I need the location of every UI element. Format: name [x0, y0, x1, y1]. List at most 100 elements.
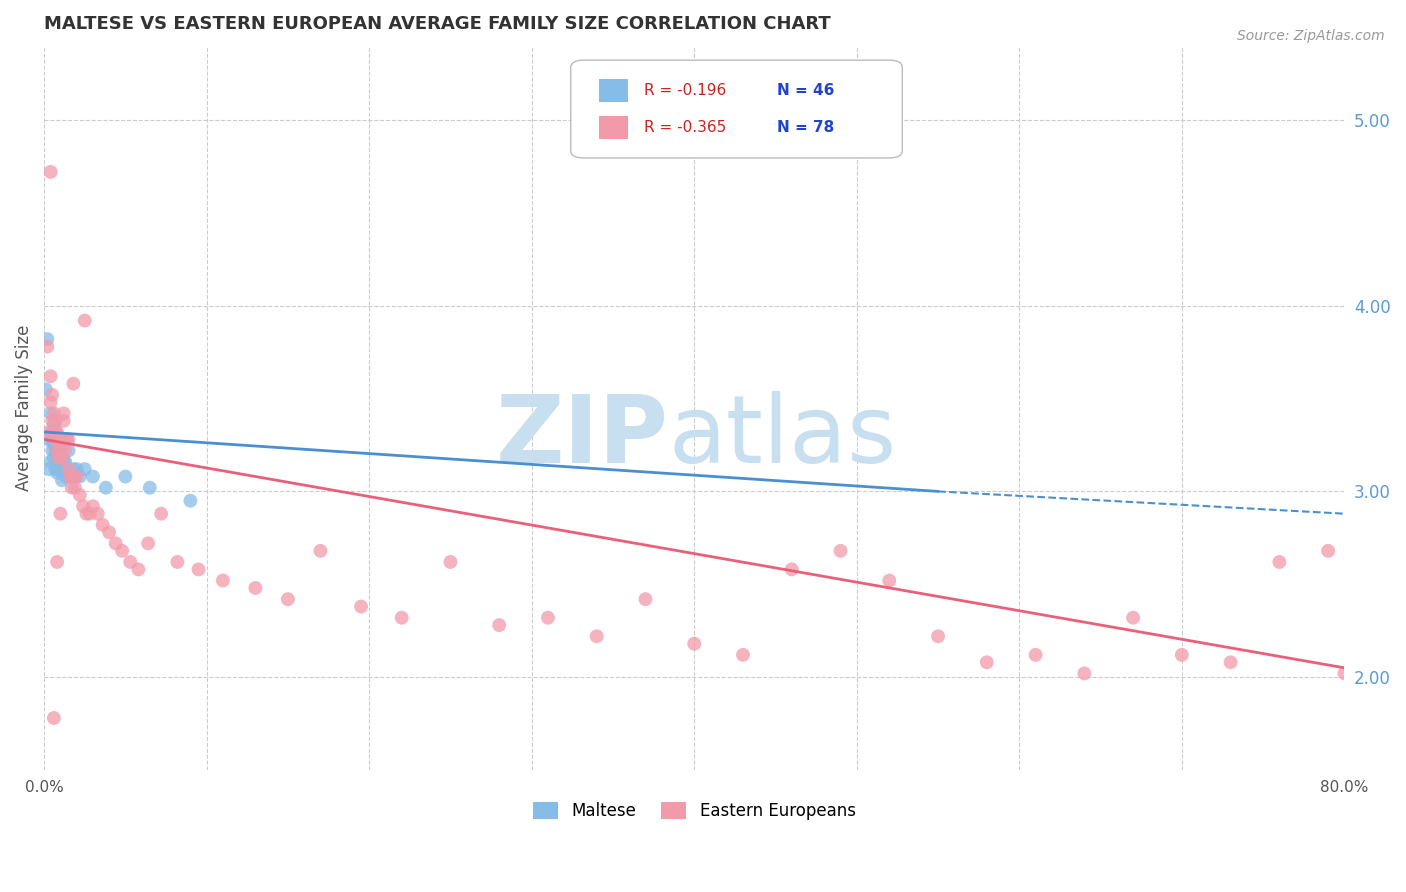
Point	[585, 629, 607, 643]
Point	[150, 507, 173, 521]
Point	[391, 610, 413, 624]
Point	[98, 525, 121, 540]
Point	[683, 637, 706, 651]
Point	[1219, 655, 1241, 669]
Point	[51, 450, 73, 465]
Point	[38, 462, 60, 476]
Point	[42, 436, 65, 450]
Text: R = -0.196: R = -0.196	[644, 83, 725, 98]
Point	[39, 455, 62, 469]
Point	[58, 433, 80, 447]
Point	[277, 592, 299, 607]
Point	[731, 648, 754, 662]
Point	[39, 369, 62, 384]
Point	[41, 434, 63, 449]
Point	[46, 466, 69, 480]
Point	[780, 562, 803, 576]
Point	[212, 574, 235, 588]
Point	[187, 562, 209, 576]
Text: R = -0.365: R = -0.365	[644, 120, 725, 135]
Point	[63, 481, 86, 495]
Point	[49, 443, 72, 458]
Point	[94, 481, 117, 495]
Point	[1073, 666, 1095, 681]
Text: atlas: atlas	[668, 391, 897, 483]
Point	[1333, 666, 1355, 681]
Point	[52, 455, 75, 469]
Point	[51, 455, 73, 469]
Point	[48, 450, 70, 465]
Point	[48, 433, 70, 447]
Point	[53, 443, 76, 458]
Point	[73, 462, 96, 476]
Point	[58, 462, 80, 476]
Point	[41, 425, 63, 439]
Point	[52, 414, 75, 428]
Point	[1122, 610, 1144, 624]
Point	[49, 433, 72, 447]
Point	[39, 395, 62, 409]
Point	[46, 455, 69, 469]
Point	[73, 313, 96, 327]
Point	[49, 462, 72, 476]
Point	[51, 462, 73, 476]
Text: Source: ZipAtlas.com: Source: ZipAtlas.com	[1237, 29, 1385, 43]
Point	[39, 406, 62, 420]
Point	[38, 433, 60, 447]
Point	[41, 443, 63, 458]
Point	[56, 462, 79, 476]
Text: N = 46: N = 46	[778, 83, 835, 98]
Point	[114, 469, 136, 483]
Point	[127, 562, 149, 576]
Point	[53, 455, 76, 469]
Point	[38, 425, 60, 439]
Point	[69, 488, 91, 502]
Point	[44, 414, 66, 428]
Point	[49, 443, 72, 458]
FancyBboxPatch shape	[599, 116, 628, 139]
Point	[37, 332, 59, 346]
Point	[41, 414, 63, 428]
Point	[79, 507, 101, 521]
Point	[927, 629, 949, 643]
Text: MALTESE VS EASTERN EUROPEAN AVERAGE FAMILY SIZE CORRELATION CHART: MALTESE VS EASTERN EUROPEAN AVERAGE FAMI…	[44, 15, 831, 33]
Y-axis label: Average Family Size: Average Family Size	[15, 325, 32, 491]
Point	[91, 517, 114, 532]
Point	[41, 388, 63, 402]
Point	[42, 450, 65, 465]
Point	[75, 507, 97, 521]
Point	[44, 425, 66, 439]
Point	[63, 469, 86, 483]
Point	[46, 443, 69, 458]
Point	[87, 507, 110, 521]
Point	[104, 536, 127, 550]
Legend: Maltese, Eastern Europeans: Maltese, Eastern Europeans	[526, 796, 862, 827]
Point	[59, 469, 82, 483]
FancyBboxPatch shape	[571, 60, 903, 158]
Point	[120, 555, 142, 569]
Point	[350, 599, 373, 614]
Point	[830, 544, 852, 558]
Point	[634, 592, 657, 607]
Point	[537, 610, 560, 624]
Point	[37, 340, 59, 354]
Point	[1025, 648, 1047, 662]
Text: ZIP: ZIP	[495, 391, 668, 483]
Point	[52, 462, 75, 476]
Point	[439, 555, 461, 569]
Point	[60, 481, 83, 495]
Point	[51, 433, 73, 447]
Point	[46, 436, 69, 450]
Point	[58, 443, 80, 458]
Point	[65, 462, 87, 476]
Point	[51, 473, 73, 487]
Point	[39, 165, 62, 179]
Point	[44, 433, 66, 447]
FancyBboxPatch shape	[599, 79, 628, 103]
Point	[62, 462, 84, 476]
Point	[59, 469, 82, 483]
Point	[166, 555, 188, 569]
Point	[82, 500, 104, 514]
Point	[49, 507, 72, 521]
Point	[488, 618, 510, 632]
